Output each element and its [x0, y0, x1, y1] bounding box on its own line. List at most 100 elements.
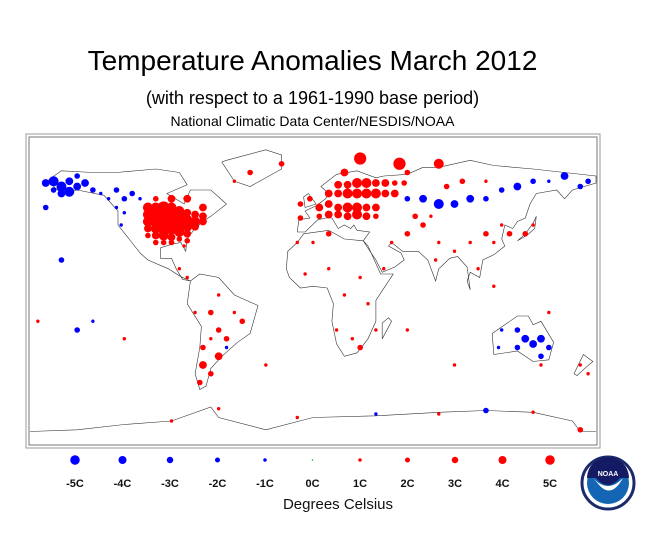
- station-anomaly-dot: [199, 217, 207, 226]
- station-anomaly-dot: [352, 209, 363, 220]
- station-anomaly-dot: [452, 249, 457, 253]
- station-anomaly-dot: [352, 188, 363, 199]
- station-anomaly-dot: [311, 240, 315, 245]
- station-anomaly-dot: [420, 222, 426, 228]
- station-anomaly-dot: [404, 195, 411, 202]
- station-anomaly-dot: [122, 211, 127, 215]
- legend-dot: [215, 457, 220, 463]
- station-anomaly-dot: [232, 179, 237, 183]
- station-anomaly-dot: [239, 318, 246, 325]
- station-anomaly-dot: [362, 203, 371, 212]
- station-anomaly-dot: [224, 345, 229, 350]
- station-anomaly-dot: [199, 203, 207, 212]
- station-anomaly-dot: [215, 327, 222, 333]
- coastline-new-zealand: [573, 354, 594, 376]
- station-anomaly-dot: [167, 233, 176, 242]
- station-anomaly-dot: [184, 237, 191, 244]
- station-anomaly-dot: [174, 227, 185, 237]
- noaa-logo: NOAA: [580, 455, 636, 511]
- station-anomaly-dot: [393, 157, 406, 170]
- map-subtitle: (with respect to a 1961-1990 base period…: [145, 88, 480, 108]
- station-anomaly-dot: [129, 190, 135, 197]
- station-anomaly-dot: [176, 236, 183, 242]
- legend-label: 0C: [305, 478, 320, 490]
- station-anomaly-dot: [401, 180, 407, 186]
- station-anomaly-dot: [193, 310, 197, 315]
- station-anomaly-dot: [297, 215, 304, 221]
- station-anomaly-dot: [216, 407, 221, 411]
- station-anomaly-dot: [264, 363, 268, 367]
- station-anomaly-dot: [370, 188, 381, 199]
- station-anomaly-dot: [167, 194, 176, 203]
- station-anomaly-dot: [382, 267, 386, 271]
- station-anomaly-dot: [433, 258, 438, 262]
- station-anomaly-dot: [577, 183, 584, 190]
- coastline-australia: [491, 315, 554, 362]
- legend-dot: [358, 458, 362, 462]
- station-anomaly-dot: [58, 257, 65, 263]
- map-source: National Climatic Data Center/NESDIS/NOA…: [170, 113, 455, 129]
- station-anomaly-dot: [106, 197, 111, 201]
- station-anomaly-dot: [404, 230, 411, 237]
- station-anomaly-dot: [466, 194, 475, 203]
- station-anomaly-dot: [316, 213, 323, 220]
- station-anomaly-dot: [90, 187, 96, 193]
- legend-label: -3C: [161, 478, 179, 490]
- station-anomaly-dot: [216, 293, 221, 297]
- station-anomaly-dot: [57, 189, 66, 198]
- station-anomaly-dot: [183, 208, 192, 217]
- legend-dot: [451, 456, 459, 464]
- station-anomaly-dot: [362, 212, 371, 221]
- station-anomaly-dot: [208, 309, 214, 316]
- coastline-greenland: [221, 149, 282, 187]
- station-anomaly-dot: [539, 363, 543, 367]
- station-anomaly-dot: [352, 202, 363, 213]
- station-anomaly-dot: [65, 177, 74, 186]
- station-anomaly-dot: [433, 199, 444, 209]
- station-anomaly-dot: [151, 231, 160, 240]
- station-anomaly-dot: [354, 152, 367, 165]
- legend-label: -4C: [113, 478, 132, 490]
- station-anomaly-dot: [99, 191, 103, 196]
- legend-label: -1C: [256, 478, 274, 490]
- station-anomaly-dot: [492, 284, 496, 288]
- station-anomaly-dot: [160, 239, 167, 246]
- station-anomaly-dot: [42, 204, 49, 211]
- station-anomaly-dot: [531, 410, 535, 414]
- coastline-eurasia: [296, 159, 597, 290]
- station-anomaly-dot: [514, 327, 521, 333]
- station-anomaly-dot: [391, 180, 398, 186]
- station-anomaly-dot: [334, 189, 343, 198]
- station-anomaly-dot: [114, 205, 119, 210]
- station-anomaly-dot: [343, 180, 352, 189]
- station-anomaly-dot: [36, 319, 40, 323]
- station-anomaly-dot: [531, 223, 535, 227]
- station-anomaly-dot: [537, 334, 545, 343]
- station-anomaly-dot: [81, 179, 89, 187]
- station-anomaly-dot: [389, 240, 394, 245]
- station-anomaly-dot: [499, 223, 504, 227]
- station-anomaly-dot: [295, 415, 299, 420]
- station-anomaly-dot: [381, 179, 390, 187]
- station-anomaly-dot: [73, 182, 82, 191]
- station-anomaly-dot: [199, 361, 207, 369]
- station-anomaly-dot: [547, 179, 551, 183]
- station-anomaly-dot: [585, 178, 591, 185]
- station-anomaly-dot: [476, 267, 480, 271]
- station-anomaly-dot: [342, 202, 353, 213]
- station-anomaly-dot: [429, 214, 433, 218]
- station-anomaly-dot: [168, 239, 175, 246]
- station-anomaly-dot: [334, 210, 343, 219]
- station-anomaly-dot: [158, 230, 169, 241]
- station-anomaly-dot: [374, 412, 378, 416]
- station-anomaly-dot: [529, 340, 538, 348]
- legend-label: 1C: [352, 478, 368, 490]
- station-anomaly-dot: [513, 182, 522, 191]
- legend-dot: [263, 458, 267, 462]
- station-anomaly-dot: [560, 172, 569, 180]
- station-anomaly-dot: [483, 195, 489, 202]
- station-anomaly-dot: [185, 275, 189, 280]
- station-anomaly-dot: [459, 178, 466, 185]
- legend-label: 5C: [542, 478, 558, 490]
- coastline-africa: [285, 229, 394, 357]
